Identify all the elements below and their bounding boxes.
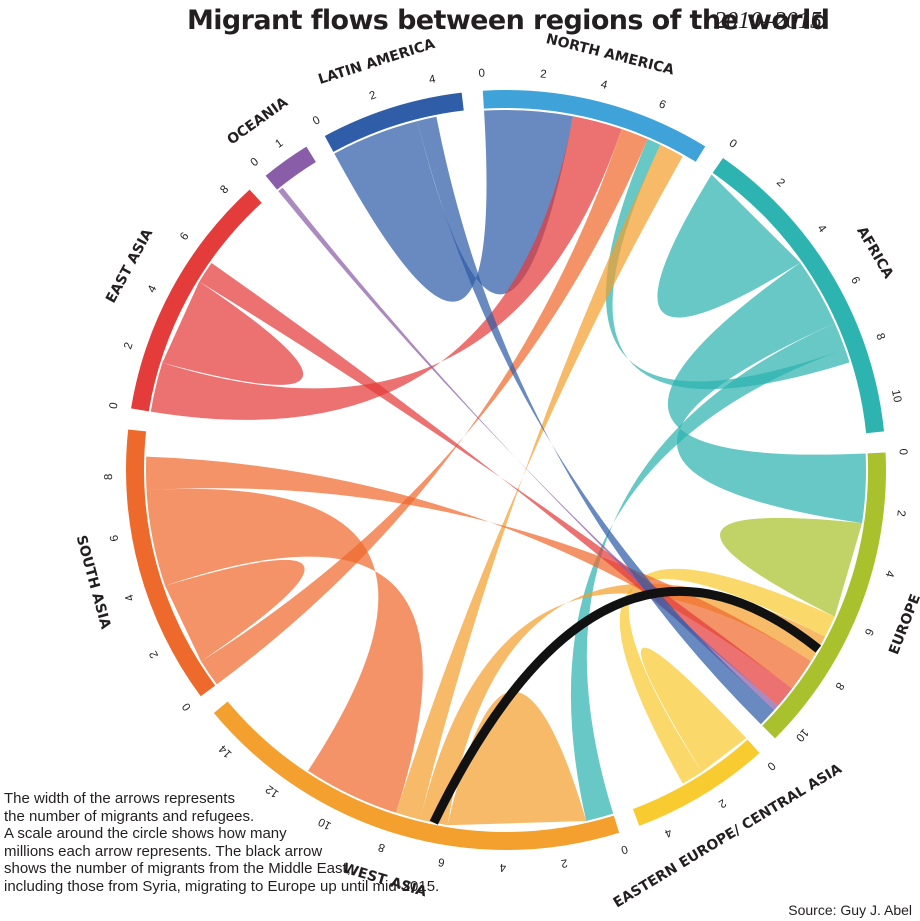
scale-tick-label: 4 (146, 283, 160, 295)
scale-tick-label: 10 (317, 815, 334, 832)
region-arc-north-america (482, 90, 706, 162)
flow-ribbon-south-asia-to-north-america (201, 129, 648, 685)
region-label-south-asia: SOUTH ASIA (73, 534, 114, 631)
region-arc-east-asia (131, 189, 262, 412)
flow-ribbon-eastern-europe-central-asia-to-eastern-europe-central-asia (640, 647, 747, 773)
scale-tick-label: 0 (478, 68, 485, 80)
note-line: A scale around the circle shows how many (4, 825, 287, 843)
source-credit: Source: Guy J. Abel (788, 902, 912, 918)
scale-tick-label: 8 (873, 332, 886, 342)
region-arc-layer (126, 90, 886, 850)
region-arc-west-asia (213, 701, 620, 850)
region-arc-africa (712, 158, 885, 434)
scale-tick-label: 4 (815, 223, 829, 236)
scale-tick-label: 6 (848, 275, 862, 286)
flow-ribbon-east-asia-to-europe (199, 262, 793, 706)
scale-tick-label: 8 (103, 474, 115, 481)
highlight-layer (429, 586, 822, 825)
scale-tick-label: 6 (178, 231, 191, 243)
scale-tick-label: 4 (499, 861, 506, 873)
scale-tick-label: 2 (716, 796, 728, 810)
scale-tick-label: 6 (108, 534, 121, 542)
scale-tick-label: 0 (108, 402, 121, 410)
highlight-flow-middle-east-to-europe (429, 586, 822, 825)
scale-tick-label: 0 (619, 842, 629, 855)
flow-ribbon-latin-america-to-north-america (334, 109, 574, 302)
region-label-north-america: NORTH AMERICA (544, 31, 675, 78)
scale-tick-label: 1 (273, 137, 285, 151)
scale-tick-label: 8 (218, 183, 231, 196)
flow-ribbon-africa-to-europe (667, 262, 866, 524)
scale-tick-label: 6 (437, 855, 445, 868)
region-label-east-asia: EAST ASIA (103, 226, 156, 306)
flow-ribbon-africa-to-north-america (605, 139, 850, 390)
flow-ribbon-south-asia-to-west-asia (146, 488, 423, 813)
flow-ribbon-europe-to-europe (720, 517, 863, 617)
scale-tick-label: 2 (560, 856, 568, 869)
scale-tick-label: 2 (148, 649, 162, 660)
flow-ribbon-west-asia-to-west-asia (447, 691, 587, 826)
scale-tick-label: 2 (774, 176, 787, 189)
scale-tick-label: 4 (882, 569, 895, 579)
region-arc-oceania (265, 146, 316, 190)
note-line: The width of the arrows represents (4, 790, 235, 807)
note-line: shows the number of migrants from the Mi… (4, 860, 351, 878)
chart-title: Migrant flows between regions of the wor… (187, 5, 829, 36)
ribbon-layer (145, 109, 866, 826)
region-arc-latin-america (324, 92, 464, 152)
region-label-europe: EUROPE (886, 592, 920, 657)
note-line: millions each arrow represents. The blac… (4, 842, 323, 860)
note-line: the number of migrants and refugees. (4, 807, 255, 825)
explanatory-note: The width of the arrows represents the n… (4, 790, 440, 896)
region-arc-south-asia (126, 429, 216, 697)
scale-tick-label: 8 (377, 840, 387, 853)
scale-tick-label: 0 (896, 448, 908, 455)
region-arc-eastern-europe-central-asia (632, 739, 760, 826)
scale-tick-label: 2 (540, 68, 548, 81)
flow-ribbon-east-asia-to-north-america (150, 116, 622, 420)
region-label-eastern-europe-central-asia: EASTERN EUROPE/ CENTRAL ASIA (611, 761, 845, 911)
region-arc-europe (762, 452, 886, 739)
scale-tick-label: 14 (217, 742, 235, 760)
flow-ribbon-west-asia-to-north-america (395, 144, 683, 820)
scale-tick-label: 10 (793, 726, 810, 744)
region-label-oceania: OCEANIA (224, 94, 291, 148)
scale-tick-label: 4 (428, 73, 437, 86)
scale-tick-label: 6 (862, 626, 876, 637)
scale-tick-label: 0 (180, 700, 193, 712)
flow-ribbon-south-asia-to-south-asia (165, 559, 305, 662)
scale-tick-label: 0 (249, 156, 262, 169)
scale-tick-label: 4 (123, 592, 137, 602)
scale-tick-label: 0 (765, 759, 778, 772)
flow-ribbon-east-asia-to-east-asia (162, 281, 304, 385)
region-label-latin-america: LATIN AMERICA (316, 36, 437, 88)
scale-tick-label: 0 (311, 114, 322, 128)
scale-tick-label: 8 (832, 680, 846, 692)
region-label-africa: AFRICA (853, 224, 896, 282)
scale-tick-label: 4 (599, 79, 609, 92)
note-line: including those from Syria, migrating to… (4, 877, 440, 895)
scale-tick-label: 10 (889, 389, 903, 404)
scale-tick-label: 6 (657, 98, 668, 112)
chart-subtitle: 2010–2015 (714, 8, 822, 34)
scale-tick-label: 2 (894, 509, 907, 517)
scale-tick-label: 4 (662, 826, 673, 840)
flow-ribbon-eastern-europe-central-asia-to-europe (619, 568, 835, 784)
flow-ribbon-south-asia-to-europe (145, 456, 812, 689)
flow-ribbon-africa-to-africa (657, 174, 801, 318)
scale-tick-label: 2 (122, 341, 135, 351)
scale-tick-label: 2 (368, 89, 378, 102)
flow-ribbon-africa-to-west-asia (570, 323, 846, 821)
scale-tick-label: 0 (727, 137, 739, 151)
